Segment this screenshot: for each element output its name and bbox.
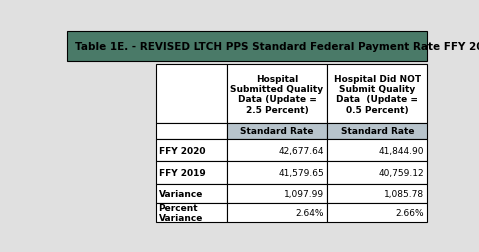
Text: 2.64%: 2.64% — [296, 208, 324, 217]
Bar — [156, 123, 227, 139]
Bar — [227, 162, 327, 185]
Text: Standard Rate: Standard Rate — [341, 127, 414, 136]
Text: FFY 2019: FFY 2019 — [159, 169, 205, 178]
Bar — [327, 162, 427, 185]
Text: Standard Rate: Standard Rate — [240, 127, 314, 136]
Text: Hospital
Submitted Quality
Data (Update =
2.5 Percent): Hospital Submitted Quality Data (Update … — [230, 74, 323, 114]
Text: 1,097.99: 1,097.99 — [284, 190, 324, 199]
Text: 41,844.90: 41,844.90 — [379, 146, 424, 155]
Text: Hospital Did NOT
Submit Quality
Data  (Update =
0.5 Percent): Hospital Did NOT Submit Quality Data (Up… — [334, 74, 421, 114]
Text: 42,677.64: 42,677.64 — [279, 146, 324, 155]
Bar — [227, 139, 327, 162]
Bar — [327, 185, 427, 203]
Text: 2.66%: 2.66% — [396, 208, 424, 217]
Text: 1,085.78: 1,085.78 — [384, 190, 424, 199]
Text: Table 1E. - REVISED LTCH PPS Standard Federal Payment Rate FFY 2020: Table 1E. - REVISED LTCH PPS Standard Fe… — [75, 42, 479, 52]
Bar — [327, 203, 427, 222]
Bar — [227, 185, 327, 203]
Text: Variance: Variance — [159, 190, 203, 199]
Bar — [227, 203, 327, 222]
Bar — [327, 139, 427, 162]
Bar — [156, 139, 227, 162]
Text: 41,579.65: 41,579.65 — [278, 169, 324, 178]
Bar — [156, 185, 227, 203]
Bar — [227, 65, 327, 123]
Text: 40,759.12: 40,759.12 — [379, 169, 424, 178]
Bar — [67, 32, 427, 61]
Bar — [227, 123, 327, 139]
Text: FFY 2020: FFY 2020 — [159, 146, 205, 155]
Bar — [156, 65, 227, 123]
Text: Percent
Variance: Percent Variance — [159, 203, 203, 223]
Bar — [156, 162, 227, 185]
Bar — [327, 65, 427, 123]
Bar — [156, 203, 227, 222]
Bar — [327, 123, 427, 139]
